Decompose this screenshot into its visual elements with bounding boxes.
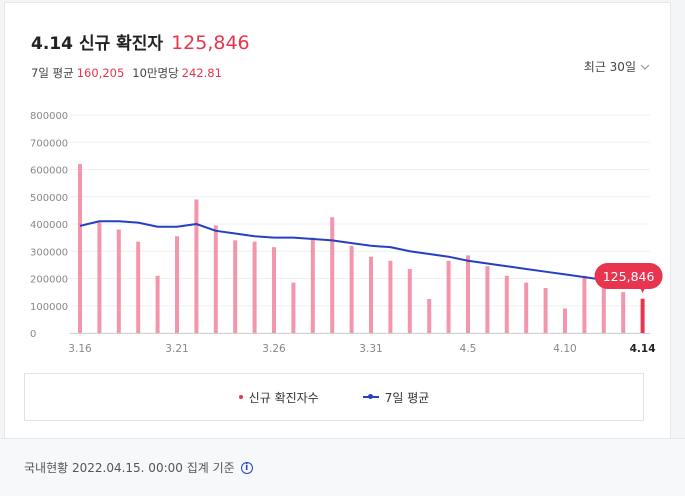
- chart-legend: 신규 확진자수 7일 평균: [24, 373, 644, 421]
- footer: 국내현황 2022.04.15. 00:00 집계 기준 i: [0, 439, 685, 496]
- y-tick-label: 500000: [30, 193, 68, 204]
- value-callout-bubble: [594, 263, 663, 289]
- bar-3.27: [291, 282, 296, 333]
- x-tick-label: 3.31: [359, 343, 382, 355]
- y-tick-label: 400000: [30, 220, 68, 231]
- bar-3.22: [194, 199, 199, 333]
- x-tick-label: 4.10: [553, 343, 576, 355]
- chart-title: 4.14 신규 확진자 125,846: [31, 29, 250, 54]
- bar-3.20: [155, 275, 160, 333]
- period-label: 최근 30일: [583, 60, 636, 74]
- bar-3.21: [175, 236, 179, 333]
- footer-divider: [0, 438, 685, 439]
- bar-4.5: [466, 255, 470, 333]
- avg-value: 160,205: [76, 66, 125, 80]
- bar-3.28: [310, 237, 315, 333]
- bar-4.11: [582, 275, 587, 333]
- bar-4.10: [563, 308, 567, 333]
- info-icon[interactable]: i: [240, 461, 253, 474]
- bar-3.16: [78, 164, 82, 333]
- bar-3.25: [252, 241, 257, 333]
- bar-4.3: [427, 298, 432, 333]
- line-legend-icon: [362, 393, 379, 401]
- title-label: 신규 확진자: [78, 34, 164, 54]
- date-label: 4.14: [31, 34, 73, 54]
- y-tick-label: 600000: [30, 166, 68, 177]
- bar-3.24: [233, 240, 238, 333]
- bar-3.26: [272, 247, 276, 333]
- per100k-value: 242.81: [181, 66, 222, 80]
- bar-4.14: [640, 298, 645, 333]
- bar-3.23: [213, 225, 218, 333]
- bar-4.1: [388, 260, 393, 333]
- covid-cases-card: 4.14 신규 확진자 125,846 7일 평균 160,205 10만명당 242.8…: [4, 2, 671, 494]
- y-tick-label: 0: [30, 329, 36, 340]
- bar-4.4: [446, 260, 451, 333]
- period-dropdown[interactable]: 최근 30일: [584, 58, 650, 75]
- bar-3.31: [369, 256, 373, 333]
- bar-4.13: [621, 292, 626, 333]
- bar-4.6: [485, 266, 490, 333]
- y-tick-label: 300000: [30, 247, 68, 258]
- cases-chart: 0 100000 200000 300000 400000 500000 600000 700…: [30, 111, 663, 355]
- legend-bar-label: 신규 확진자수: [248, 390, 319, 405]
- bar-3.19: [136, 241, 141, 333]
- x-tick-label: 3.21: [165, 343, 188, 355]
- y-tick-label: 100000: [30, 302, 68, 313]
- y-tick-label: 200000: [30, 275, 68, 286]
- x-tick-label: 4.5: [460, 343, 477, 355]
- bar-3.18: [116, 229, 121, 333]
- x-tick-label: 3.26: [262, 343, 286, 355]
- bar-4.2: [407, 268, 412, 333]
- summary-stats: 7일 평균 160,205 10만명당 242.81: [31, 65, 230, 81]
- bar-3.29: [330, 217, 335, 333]
- avg-label: 7일 평균: [31, 66, 74, 80]
- y-tick-label: 700000: [30, 138, 68, 149]
- value-callout-pointer: [639, 287, 646, 293]
- footer-note: 국내현황 2022.04.15. 00:00 집계 기준: [24, 461, 235, 475]
- headline-value: 125,846: [171, 32, 250, 54]
- avg-line: [79, 220, 624, 283]
- legend-bars[interactable]: 신규 확진자수: [238, 389, 319, 406]
- bar-legend-dot-icon: [238, 395, 243, 399]
- x-tick-label: 4.14: [630, 343, 656, 355]
- bar-3.30: [349, 245, 354, 333]
- bar-3.17: [97, 222, 102, 333]
- value-callout-label: 125,846: [603, 269, 655, 284]
- per100k-label: 10만명당: [132, 66, 179, 80]
- chevron-down-icon: [640, 64, 650, 70]
- x-tick-label: 3.16: [68, 343, 92, 355]
- bar-4.7: [504, 275, 509, 333]
- bar-4.8: [524, 282, 529, 333]
- legend-line[interactable]: 7일 평균: [362, 389, 430, 406]
- y-tick-label: 800000: [30, 111, 68, 122]
- bar-4.12: [601, 282, 606, 333]
- bar-4.9: [543, 288, 548, 333]
- legend-line-label: 7일 평균: [384, 390, 430, 405]
